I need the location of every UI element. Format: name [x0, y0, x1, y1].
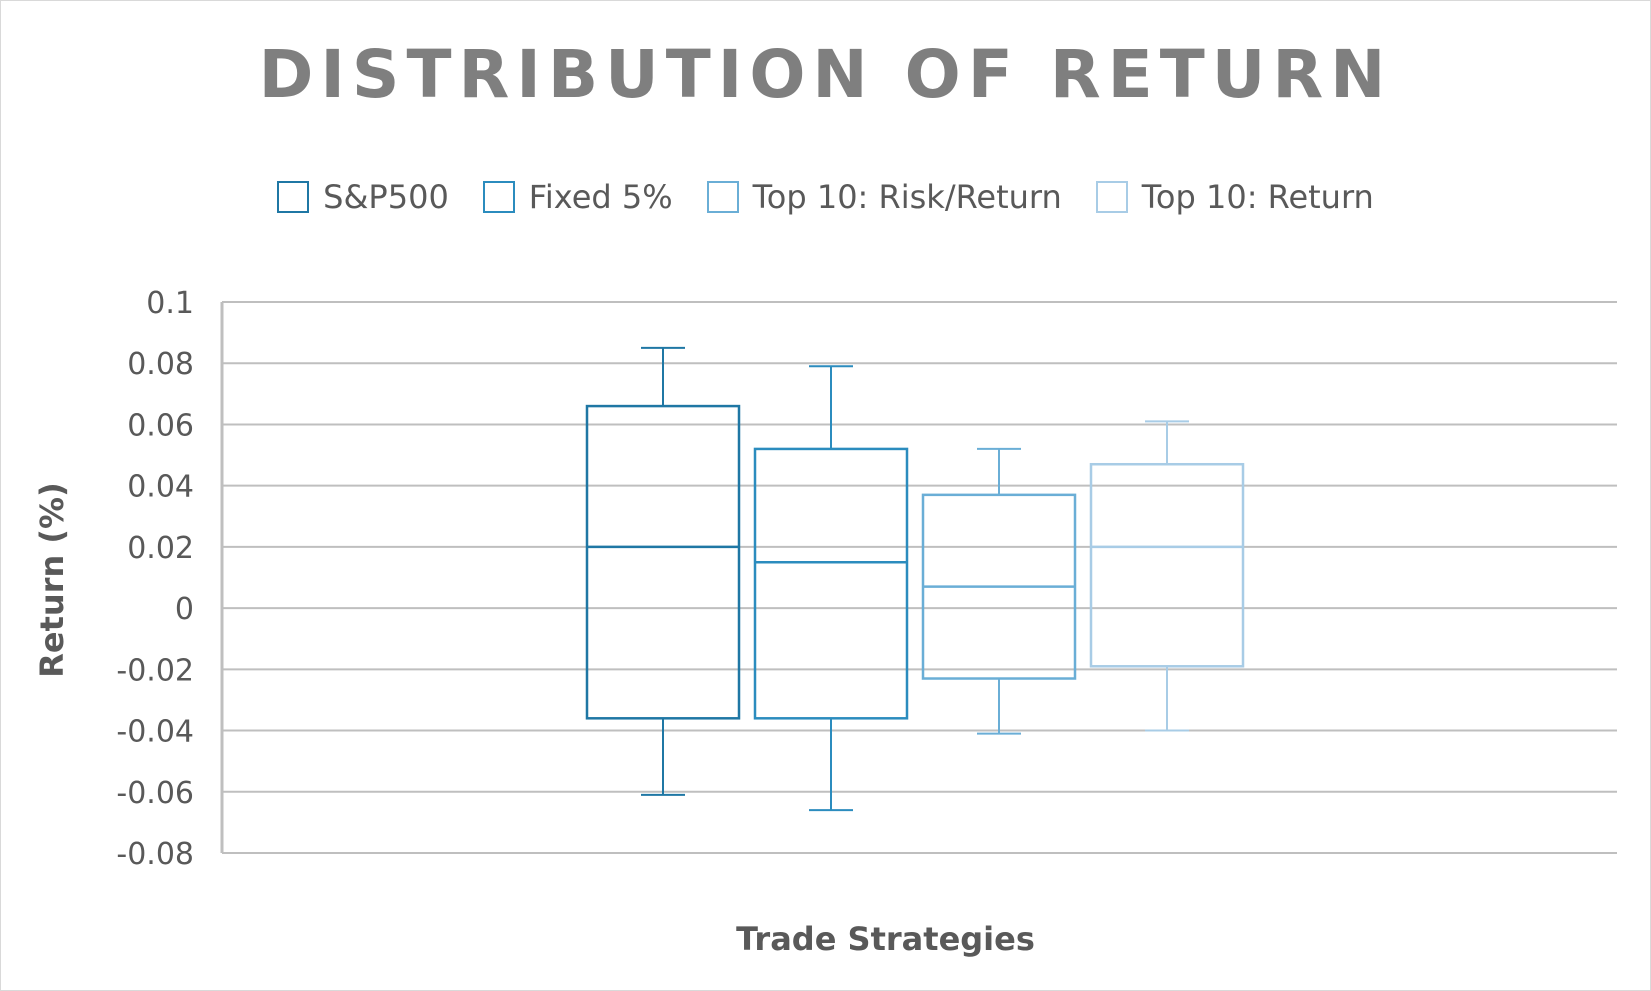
- legend-item: Top 10: Risk/Return: [706, 178, 1062, 216]
- box: [753, 447, 909, 720]
- x-axis-title: Trade Strategies: [736, 920, 1035, 958]
- legend-label: Top 10: Return: [1141, 178, 1374, 216]
- legend: S&P500 Fixed 5% Top 10: Risk/Return Top 10:…: [0, 178, 1651, 216]
- legend-swatch: [1095, 181, 1128, 213]
- y-tick-label: -0.06: [116, 776, 194, 811]
- y-tick-label: 0.04: [127, 470, 194, 505]
- y-tick-label: 0.08: [127, 347, 194, 382]
- y-tick-label: 0.1: [146, 286, 194, 321]
- legend-item: Fixed 5%: [482, 178, 673, 216]
- box: [585, 404, 741, 720]
- legend-swatch: [277, 181, 310, 213]
- legend-label: Top 10: Risk/Return: [752, 178, 1062, 216]
- y-axis-title: Return (%): [33, 482, 71, 678]
- legend-swatch: [482, 181, 515, 213]
- y-tick-label: 0: [175, 592, 194, 627]
- y-tick-label: -0.08: [116, 837, 194, 872]
- legend-label: Fixed 5%: [528, 178, 673, 216]
- y-tick-label: 0.02: [127, 531, 194, 566]
- box: [1089, 462, 1245, 668]
- legend-label: S&P500: [323, 178, 449, 216]
- legend-item: S&P500: [277, 178, 449, 216]
- chart-title: DISTRIBUTION OF RETURN: [258, 36, 1393, 113]
- legend-swatch: [706, 181, 739, 213]
- y-tick-label: 0.06: [127, 408, 194, 443]
- y-tick-label: -0.02: [116, 653, 194, 688]
- y-tick-label: -0.04: [116, 715, 194, 750]
- legend-item: Top 10: Return: [1095, 178, 1374, 216]
